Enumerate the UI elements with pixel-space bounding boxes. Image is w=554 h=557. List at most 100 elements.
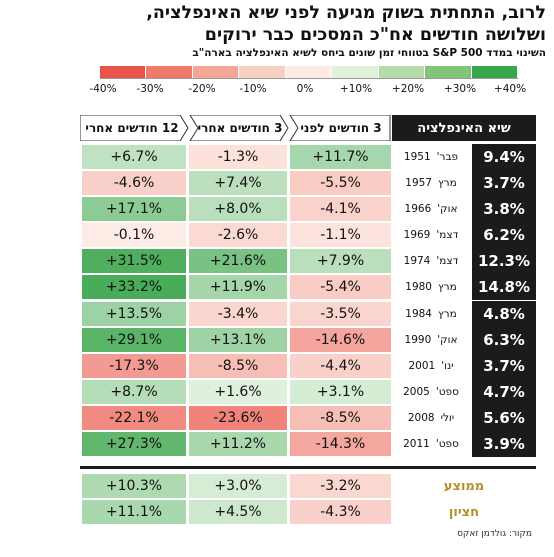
summary-12-months-after: +10.3%: [82, 474, 186, 498]
inflation-peak-value: 3.9%: [472, 431, 536, 458]
value-12-months-after: +13.5%: [82, 301, 186, 326]
table-row: -22.1% -23.6% -8.5% יולי 2008 5.6%: [80, 404, 536, 431]
value-3-months-before: +7.9%: [290, 249, 391, 274]
peak-month: ינו': [441, 359, 454, 372]
scale-swatch: [239, 66, 286, 78]
scale-tick-label: 0%: [296, 83, 314, 95]
value-3-months-after: +13.1%: [189, 327, 287, 352]
value-3-months-before: +11.7%: [290, 145, 391, 169]
peak-year: 1969: [403, 229, 431, 242]
scale-swatch: [378, 66, 426, 78]
scale-swatch: [100, 66, 147, 78]
value-3-months-after: -3.4%: [189, 301, 287, 326]
peak-month: דצמ': [436, 229, 459, 242]
value-12-months-after: -17.3%: [82, 353, 186, 378]
peak-year: 1957: [405, 177, 432, 190]
value-3-months-after: -2.6%: [189, 223, 287, 248]
scale-tick-label: +10%: [339, 83, 373, 95]
value-3-months-before: -4.1%: [290, 197, 391, 222]
inflation-peak-value: 6.2%: [472, 222, 536, 249]
value-3-months-before: -5.5%: [290, 171, 391, 196]
inflation-peak-value: 3.8%: [472, 196, 536, 223]
value-3-months-after: +11.2%: [189, 432, 287, 457]
scale-swatch: [192, 66, 240, 78]
inflation-peak-value: 4.8%: [472, 300, 536, 327]
value-12-months-after: -22.1%: [82, 405, 186, 430]
value-3-months-before: -5.4%: [290, 275, 391, 300]
peak-date: דצמ' 1969: [392, 223, 470, 248]
peak-year: 1974: [403, 255, 431, 268]
summary-3-months-after: +4.5%: [189, 500, 287, 524]
chart-subtitle: השינוי במדד S&P 500 בטווחי זמן שונים ביח…: [192, 47, 546, 59]
peak-date: אוק' 1966: [392, 197, 470, 222]
value-3-months-after: -8.5%: [189, 353, 287, 378]
value-3-months-before: -1.1%: [290, 223, 391, 248]
value-3-months-before: -8.5%: [290, 405, 391, 430]
inflation-peak-value: 12.3%: [472, 248, 536, 275]
color-scale-legend: [100, 66, 518, 78]
table-row: -0.1% -2.6% -1.1% דצמ' 1969 6.2%: [80, 222, 536, 249]
peak-year: 1984: [405, 307, 432, 320]
value-3-months-before: +3.1%: [290, 379, 391, 404]
table-row: +6.7% -1.3% +11.7% פבר' 1951 9.4%: [80, 144, 536, 170]
scale-tick-label: +40%: [493, 83, 527, 95]
source-note: מקור: גולדמן זאקס: [457, 529, 532, 539]
peak-date: דצמ' 1974: [392, 249, 470, 274]
value-12-months-after: +29.1%: [82, 327, 186, 352]
peak-year: 1966: [404, 203, 432, 216]
table-row: +17.1% +8.0% -4.1% אוק' 1966 3.8%: [80, 196, 536, 223]
value-12-months-after: +8.7%: [82, 379, 186, 404]
peak-month: דצמ': [436, 255, 459, 268]
value-3-months-after: +8.0%: [189, 197, 287, 222]
value-12-months-after: -0.1%: [82, 223, 186, 248]
peak-year: 2008: [407, 411, 435, 424]
peak-date: פבר' 1951: [392, 145, 470, 169]
peak-year: 1990: [404, 333, 432, 346]
peak-month: מרץ: [438, 307, 457, 320]
summary-3-months-before: -3.2%: [290, 474, 391, 498]
scale-tick-label: -40%: [89, 83, 117, 95]
value-3-months-after: +1.6%: [189, 379, 287, 404]
peak-year: 1951: [403, 151, 431, 163]
header-12-months-after: 12 חודשים אחרי: [85, 121, 179, 135]
data-rows: +6.7% -1.3% +11.7% פבר' 1951 9.4% -4.6% +7.4% -5…: [80, 144, 536, 458]
scale-swatch: [146, 66, 193, 78]
peak-month: מרץ: [438, 177, 457, 190]
summary-12-months-after: +11.1%: [82, 500, 186, 524]
peak-year: 1980: [405, 281, 432, 294]
table-row: +33.2% +11.9% -5.4% מרץ 1980 14.8%: [80, 274, 536, 301]
peak-month: ספט': [435, 438, 459, 451]
value-12-months-after: -4.6%: [82, 171, 186, 196]
value-12-months-after: +6.7%: [82, 145, 186, 169]
peak-month: אוק': [437, 333, 458, 346]
peak-year: 2011: [403, 438, 430, 451]
table-row: -4.6% +7.4% -5.5% מרץ 1957 3.7%: [80, 170, 536, 197]
value-12-months-after: +31.5%: [82, 249, 186, 274]
value-3-months-after: -1.3%: [189, 145, 287, 169]
header-3-months-after: 3 חודשים אחרי: [197, 121, 283, 135]
chart-title: לרוב, התחתית בשוק מגיעה לפני שיא האינפלצ…: [146, 2, 546, 46]
inflation-peak-value: 3.7%: [472, 352, 536, 379]
scale-swatch: [471, 66, 518, 78]
peak-date: ספט' 2005: [392, 379, 470, 404]
value-12-months-after: +17.1%: [82, 197, 186, 222]
scale-tick-label: +30%: [443, 83, 477, 95]
color-scale-axis: [100, 78, 518, 79]
value-3-months-before: -14.3%: [290, 432, 391, 457]
title-line-2: ושלושה חודשים אח"כ המסכים כבר ירוקים: [204, 25, 546, 45]
summary-3-months-before: -4.3%: [290, 500, 391, 524]
peak-year: 2001: [408, 359, 436, 372]
summary-label: ממוצע: [443, 478, 485, 494]
peak-year: 2005: [403, 385, 430, 398]
value-3-months-before: -4.4%: [290, 353, 391, 378]
value-3-months-after: +7.4%: [189, 171, 287, 196]
peak-date: מרץ 1984: [392, 301, 470, 326]
value-3-months-after: -23.6%: [189, 405, 287, 430]
scale-tick-label: -30%: [136, 83, 164, 95]
scale-tick-label: -10%: [239, 83, 267, 95]
peak-date: ינו' 2001: [392, 353, 470, 378]
scale-swatch: [425, 66, 472, 78]
peak-month: ספט': [435, 385, 459, 398]
value-3-months-after: +21.6%: [189, 249, 287, 274]
inflation-peak-value: 3.7%: [472, 170, 536, 197]
